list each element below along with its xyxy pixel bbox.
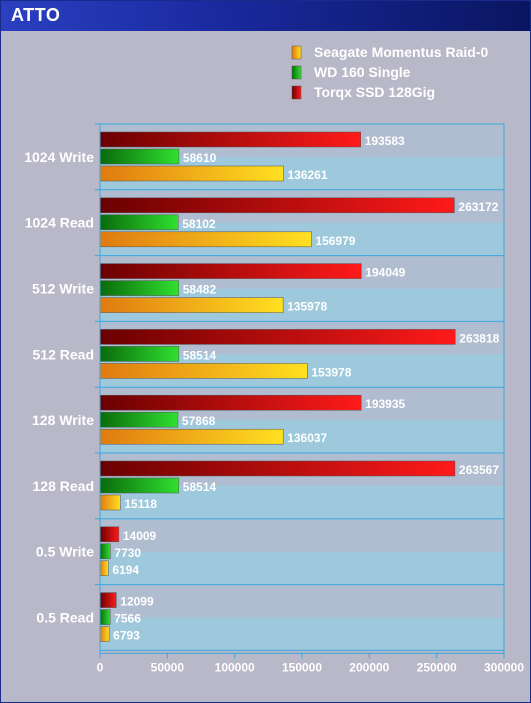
bar bbox=[99, 543, 111, 560]
bar bbox=[99, 526, 120, 543]
category-band-lower bbox=[100, 551, 504, 585]
bar bbox=[99, 592, 117, 608]
legend-label: Seagate Momentus Raid-0 bbox=[314, 44, 488, 60]
bar bbox=[99, 494, 121, 511]
legend-swatch bbox=[291, 45, 302, 60]
bar bbox=[99, 297, 284, 313]
x-axis: 0 50000 100000 150000 200000 250000 300000 bbox=[97, 124, 524, 674]
legend-swatch bbox=[291, 85, 302, 100]
data-label: 57868 bbox=[182, 414, 216, 428]
x-tick-label: 300000 bbox=[484, 660, 524, 674]
data-label: 14009 bbox=[123, 529, 157, 543]
legend-label: Torqx SSD 128Gig bbox=[314, 84, 435, 100]
bar bbox=[99, 280, 180, 296]
legend: Seagate Momentus Raid-0 WD 160 Single Torq… bbox=[291, 44, 488, 100]
data-label: 58514 bbox=[183, 480, 217, 494]
legend-swatch bbox=[291, 65, 302, 80]
data-label: 7566 bbox=[114, 612, 141, 626]
data-label: 58514 bbox=[183, 348, 217, 362]
bars-group bbox=[99, 131, 456, 642]
labels-group: 1024 Write 193583 58610 136261 1024 Read 2631… bbox=[24, 134, 499, 643]
bar bbox=[99, 394, 362, 411]
bar bbox=[99, 263, 362, 279]
data-label: 193583 bbox=[365, 134, 405, 148]
category-label: 1024 Write bbox=[24, 149, 94, 165]
bar bbox=[99, 214, 179, 231]
data-label: 263818 bbox=[459, 331, 499, 345]
title-bar: ATTO bbox=[1, 1, 530, 31]
bar bbox=[99, 411, 179, 428]
data-label: 12099 bbox=[120, 595, 154, 609]
data-label: 136261 bbox=[287, 168, 327, 182]
data-label: 136037 bbox=[287, 431, 327, 445]
bar bbox=[99, 428, 284, 445]
category-label: 0.5 Write bbox=[36, 544, 94, 560]
category-label: 1024 Read bbox=[25, 215, 94, 231]
legend-label: WD 160 Single bbox=[314, 64, 411, 80]
bar bbox=[99, 477, 180, 494]
x-tick-label: 150000 bbox=[282, 660, 322, 674]
category-label: 128 Write bbox=[32, 412, 94, 428]
bar bbox=[99, 329, 456, 345]
bar bbox=[99, 460, 456, 477]
category-band-upper bbox=[100, 518, 504, 552]
chart-title: ATTO bbox=[11, 5, 61, 25]
data-label: 193935 bbox=[365, 397, 405, 411]
data-label: 6793 bbox=[113, 629, 140, 643]
data-label: 58102 bbox=[182, 217, 216, 231]
data-label: 153978 bbox=[311, 365, 351, 379]
data-label: 263567 bbox=[459, 463, 499, 477]
data-label: 135978 bbox=[287, 300, 327, 314]
bar bbox=[99, 626, 110, 642]
category-band-lower bbox=[100, 617, 504, 651]
data-label: 263172 bbox=[458, 200, 498, 214]
bar bbox=[99, 363, 308, 379]
bar bbox=[99, 231, 312, 248]
x-tick-label: 250000 bbox=[417, 660, 457, 674]
data-label: 6194 bbox=[112, 563, 139, 577]
category-label: 512 Read bbox=[33, 346, 94, 362]
data-label: 156979 bbox=[315, 234, 355, 248]
bar bbox=[99, 165, 284, 182]
data-label: 58610 bbox=[183, 151, 217, 165]
category-label: 512 Write bbox=[32, 281, 94, 297]
category-band-upper bbox=[100, 584, 504, 618]
data-label: 194049 bbox=[365, 266, 405, 280]
bar bbox=[99, 131, 361, 148]
bar bbox=[99, 346, 180, 362]
category-label: 128 Read bbox=[33, 478, 94, 494]
bar bbox=[99, 560, 109, 577]
bar bbox=[99, 609, 111, 625]
bar bbox=[99, 197, 455, 214]
x-tick-label: 100000 bbox=[215, 660, 255, 674]
bar bbox=[99, 148, 180, 165]
x-tick-label: 0 bbox=[97, 660, 104, 674]
data-label: 7730 bbox=[114, 546, 141, 560]
data-label: 58482 bbox=[183, 283, 217, 297]
data-label: 15118 bbox=[124, 497, 157, 511]
x-tick-label: 50000 bbox=[151, 660, 185, 674]
category-label: 0.5 Read bbox=[36, 610, 94, 626]
grid-lines bbox=[95, 123, 504, 651]
x-tick-label: 200000 bbox=[349, 660, 389, 674]
